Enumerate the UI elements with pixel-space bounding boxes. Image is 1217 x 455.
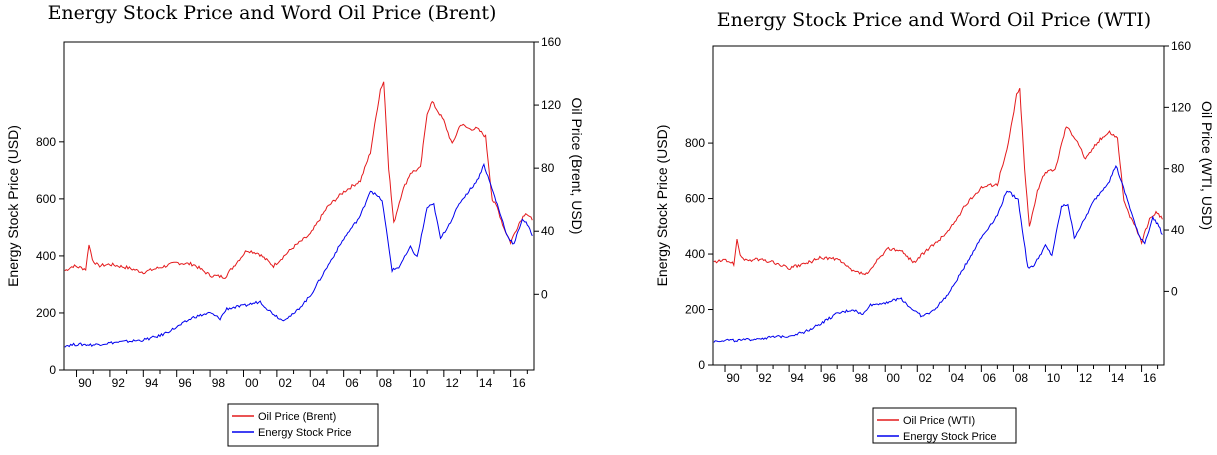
y2-tick-label: 160	[541, 35, 561, 49]
y-tick-label: 800	[36, 135, 56, 149]
x-tick-label: 06	[345, 376, 359, 390]
x-tick-label: 90	[78, 376, 92, 390]
x-tick-label: 94	[145, 376, 159, 390]
legend-box	[227, 403, 379, 447]
legend-box	[872, 407, 1017, 444]
x-tick-label: 00	[245, 376, 259, 390]
series-line-stock	[64, 162, 533, 348]
y-tick-label: 400	[685, 247, 705, 261]
chart-panel-1: Energy Stock Price and Word Oil Price (B…	[5, 2, 585, 447]
x-tick-label: 16	[512, 376, 526, 390]
x-tick-label: 14	[1111, 371, 1125, 385]
y-tick-label: 800	[685, 136, 705, 150]
x-tick-label: 94	[790, 371, 804, 385]
x-tick-label: 14	[479, 376, 493, 390]
y2-tick-label: 120	[541, 98, 561, 112]
chart-title: Energy Stock Price and Word Oil Price (W…	[717, 9, 1151, 31]
legend-label: Energy Stock Price	[903, 431, 997, 443]
y-tick-label: 0	[698, 358, 705, 372]
x-tick-label: 10	[1047, 371, 1061, 385]
series-line-stock	[713, 165, 1163, 343]
y-tick-label: 400	[36, 249, 56, 263]
y-tick-label: 600	[36, 192, 56, 206]
x-tick-label: 04	[312, 376, 326, 390]
y-tick-label: 200	[36, 306, 56, 320]
x-tick-label: 16	[1143, 371, 1157, 385]
x-tick-label: 98	[855, 371, 869, 385]
y2-axis-label: Oil Price (WTI, USD)	[1199, 101, 1215, 230]
x-tick-label: 06	[983, 371, 997, 385]
y-axis-label: Energy Stock Price (USD)	[5, 125, 21, 287]
x-tick-label: 08	[1015, 371, 1029, 385]
y2-axis-label: Oil Price (Brent, USD)	[569, 98, 585, 235]
x-tick-label: 98	[212, 376, 226, 390]
legend-label: Oil Price (WTI)	[903, 415, 975, 427]
y-tick-label: 600	[685, 192, 705, 206]
legend-label: Oil Price (Brent)	[258, 411, 336, 423]
y2-tick-label: 160	[1171, 39, 1191, 53]
x-tick-label: 02	[279, 376, 293, 390]
x-tick-label: 96	[178, 376, 192, 390]
x-tick-label: 96	[822, 371, 836, 385]
plot-frame	[63, 41, 535, 371]
chart-panel-2: Energy Stock Price and Word Oil Price (W…	[654, 9, 1215, 444]
y2-tick-label: 40	[541, 224, 555, 238]
y2-tick-label: 80	[1171, 162, 1185, 176]
y-axis-label: Energy Stock Price (USD)	[654, 125, 670, 287]
x-tick-label: 10	[412, 376, 426, 390]
series-line-oil	[64, 81, 533, 279]
x-tick-label: 02	[919, 371, 933, 385]
y2-tick-label: 120	[1171, 100, 1191, 114]
y-tick-label: 0	[49, 363, 56, 377]
y2-tick-label: 40	[1171, 223, 1185, 237]
x-tick-label: 90	[726, 371, 740, 385]
series-line-oil	[713, 88, 1163, 276]
y-tick-label: 200	[685, 303, 705, 317]
chart-title: Energy Stock Price and Word Oil Price (B…	[48, 2, 497, 24]
x-tick-label: 92	[758, 371, 772, 385]
x-tick-label: 08	[379, 376, 393, 390]
y2-tick-label: 80	[541, 161, 555, 175]
x-tick-label: 92	[112, 376, 126, 390]
x-tick-label: 12	[1079, 371, 1093, 385]
legend-label: Energy Stock Price	[258, 427, 352, 439]
x-tick-label: 12	[446, 376, 460, 390]
plot-frame	[712, 45, 1165, 366]
x-tick-label: 04	[951, 371, 965, 385]
y2-tick-label: 0	[541, 287, 548, 301]
x-tick-label: 00	[887, 371, 901, 385]
y2-tick-label: 0	[1171, 284, 1178, 298]
